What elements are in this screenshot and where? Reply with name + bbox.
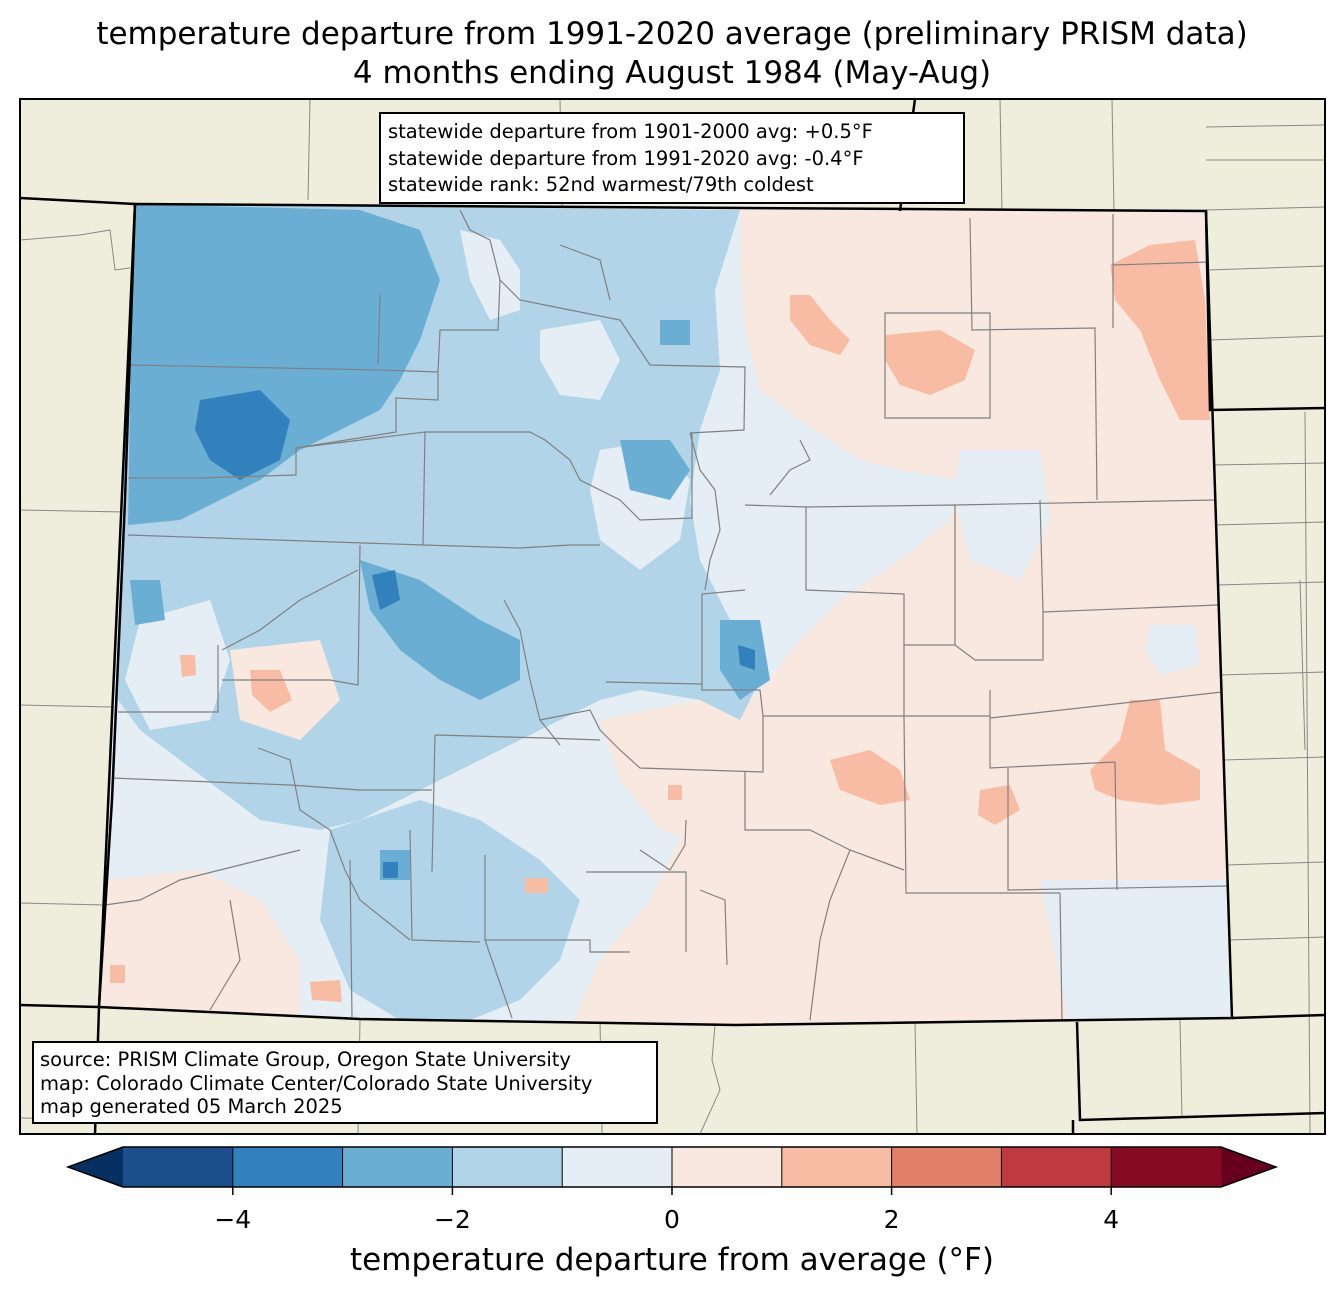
colorbar-bin (1111, 1147, 1222, 1187)
stats-departure-1901-2000: statewide departure from 1901-2000 avg: … (388, 120, 873, 143)
colorbar-bin (672, 1147, 783, 1187)
colorbar-extend-low (68, 1147, 123, 1187)
map-title-line-1: temperature departure from 1991-2020 ave… (96, 16, 1248, 52)
colorbar-tick-label: 0 (664, 1205, 680, 1234)
colorbar-tick-label: −4 (214, 1205, 252, 1234)
colorado-county-lines (104, 209, 1231, 1021)
source-line: source: PRISM Climate Group, Oregon Stat… (40, 1048, 571, 1071)
colorbar-bin (562, 1147, 673, 1187)
colorbar-bin (232, 1147, 344, 1187)
map-credit-line: map: Colorado Climate Center/Colorado St… (40, 1071, 593, 1095)
stats-rank: statewide rank: 52nd warmest/79th coldes… (388, 173, 814, 196)
map-frame (19, 98, 1326, 1135)
colorbar-tick-label: −2 (433, 1205, 471, 1234)
colorbar-tick-label: 4 (1103, 1205, 1120, 1234)
colorbar-bin (342, 1147, 453, 1187)
colorbar-bin (452, 1147, 563, 1187)
colorbar-outline (65, 1146, 1279, 1188)
colorbar-bin (781, 1147, 893, 1187)
colorbar (65, 1146, 1279, 1195)
colorbar-tick-label: 2 (883, 1205, 900, 1234)
colorbar-extend-high (1221, 1147, 1276, 1187)
stats-departure-1991-2020: statewide departure from 1991-2020 avg: … (388, 146, 864, 170)
colorbar-bin (123, 1147, 234, 1187)
statewide-stats-box: statewide departure from 1901-2000 avg: … (379, 112, 965, 204)
colorbar-bin (1001, 1147, 1112, 1187)
generated-date-line: map generated 05 March 2025 (40, 1095, 343, 1118)
colorado-temperature-field (99, 204, 1232, 1025)
colorbar-bin (891, 1147, 1002, 1187)
colorbar-label: temperature departure from average (°F) (350, 1242, 994, 1278)
map-title-line-2: 4 months ending August 1984 (May-Aug) (352, 55, 992, 91)
neighbor-county-lines (20, 99, 1325, 1134)
source-credit-box: source: PRISM Climate Group, Oregon Stat… (32, 1041, 658, 1124)
